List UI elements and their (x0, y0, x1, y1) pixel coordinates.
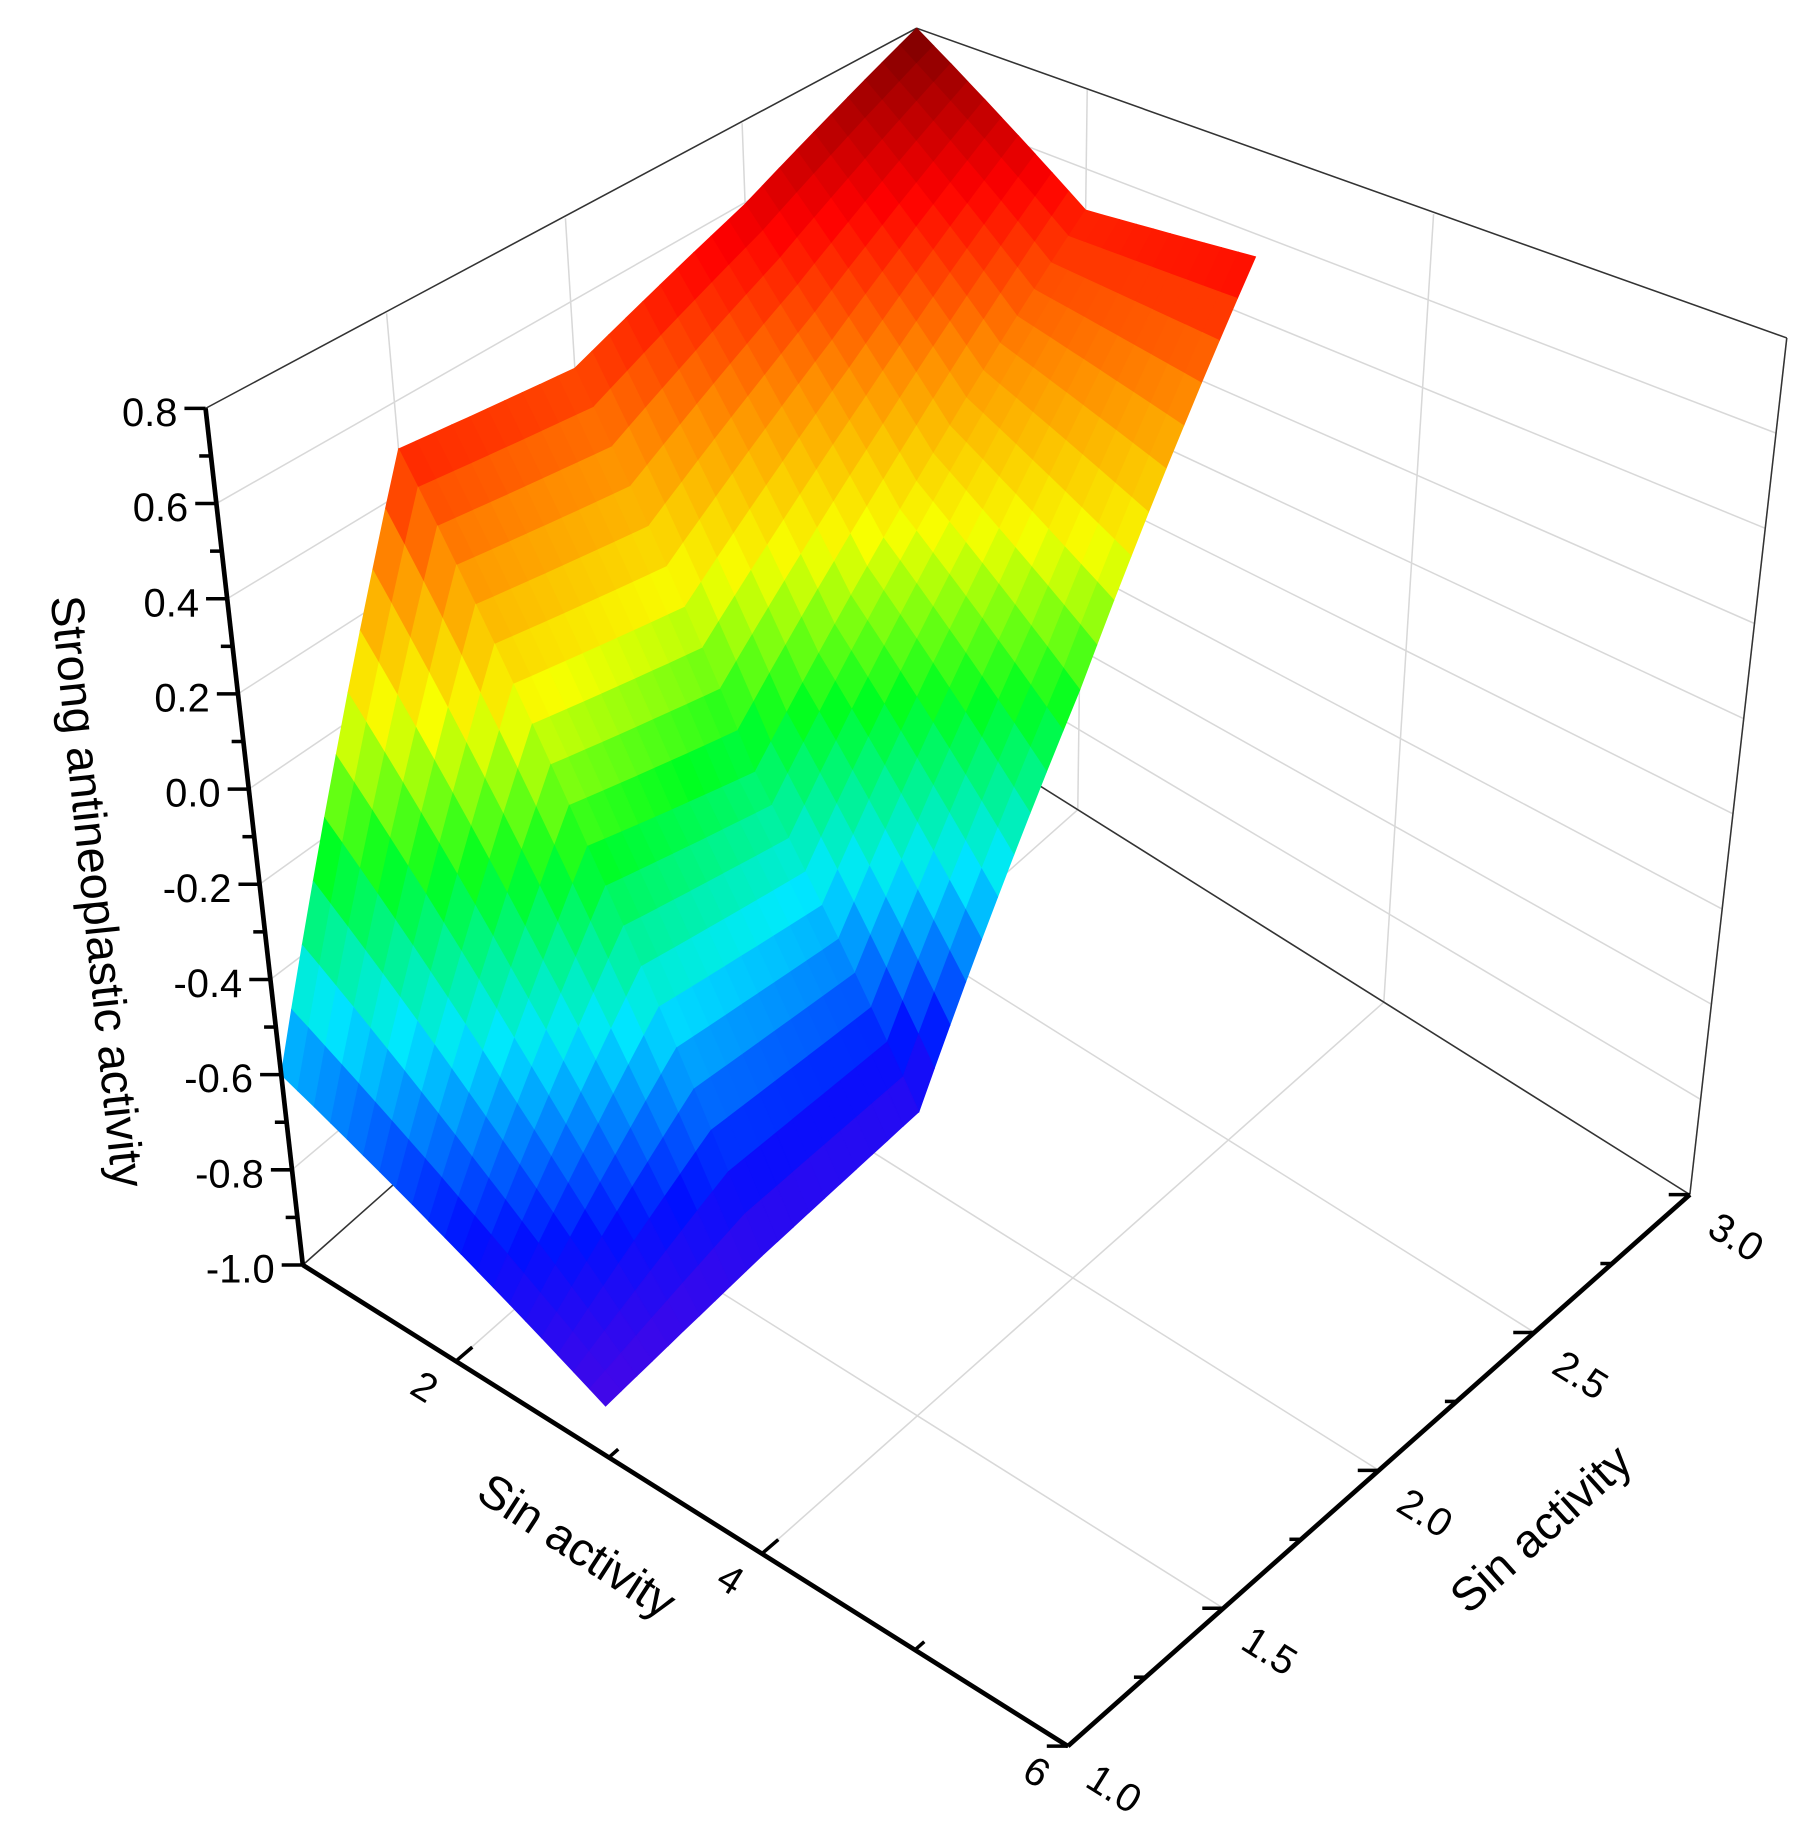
z-tick-label: -0.8 (195, 1152, 264, 1196)
y-tick-label: 2.0 (1390, 1480, 1460, 1547)
surface-cell (744, 27, 1087, 483)
surface (280, 27, 1257, 1407)
surface-cell (586, 771, 920, 1257)
z-tick-label: 0.2 (154, 676, 209, 720)
grid-line (1383, 213, 1435, 1003)
z-tick-label: 0.0 (165, 772, 220, 816)
x-tick (760, 1538, 780, 1556)
y-tick-label: 1.0 (1079, 1756, 1149, 1823)
surface-cell (574, 203, 918, 774)
grid-line (761, 1001, 1385, 1555)
box-edge (205, 27, 917, 410)
surface-cell (915, 209, 1257, 691)
surface-cell (444, 845, 763, 1407)
surface-cell (397, 367, 756, 848)
x-tick (454, 1345, 474, 1363)
y-tick-label: 2.5 (1545, 1342, 1615, 1409)
surface-cell (754, 480, 1081, 1113)
z-tick-label: 0.6 (133, 486, 188, 530)
y-tick-label: 3.0 (1701, 1204, 1771, 1271)
x-minor-tick (913, 1640, 926, 1652)
x-tick-label: 2 (403, 1363, 445, 1412)
box-edge (924, 712, 1691, 1196)
z-tick-label: 0.4 (144, 581, 199, 625)
x-tick (1066, 1730, 1086, 1748)
z-tick-label: -0.6 (184, 1057, 253, 1101)
z-axis-title: Strong antineoplastic activity (41, 593, 155, 1190)
grid-line (917, 103, 1777, 434)
x-axis (301, 1263, 1070, 1749)
x-tick-label: 6 (1015, 1748, 1057, 1797)
z-tick-label: 0.8 (122, 391, 177, 435)
y-tick-label: 1.5 (1234, 1618, 1304, 1685)
box-edge (916, 27, 1788, 339)
z-tick-label: -0.2 (163, 867, 232, 911)
surface-patch (588, 1370, 622, 1407)
x-tick-label: 4 (709, 1555, 751, 1604)
z-tick-label: -0.4 (174, 962, 243, 1006)
box-edge (1689, 337, 1788, 1195)
z-tick-label: -1.0 (206, 1248, 275, 1292)
y-axis-title: Sin activity (1440, 1434, 1642, 1623)
x-minor-tick (607, 1447, 620, 1459)
